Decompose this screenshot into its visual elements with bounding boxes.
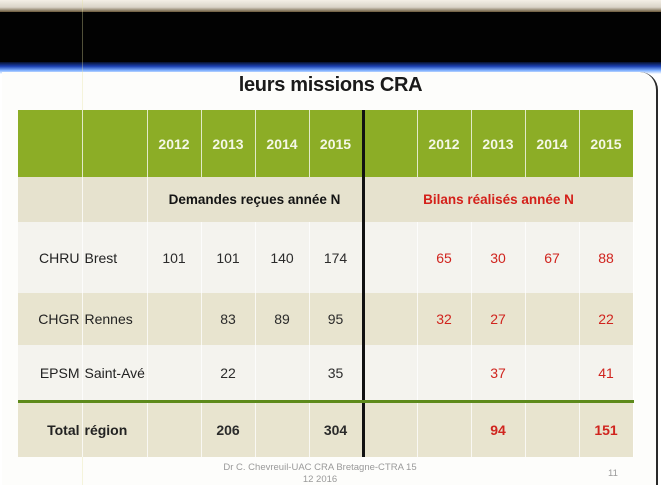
cra-missions-table: 2012 2013 2014 2015 2012 2013 2014 2015 … <box>18 110 634 457</box>
demandes-cell <box>147 293 202 345</box>
total-bilans-cell: 94 <box>471 401 526 457</box>
total-label-a: Total <box>18 401 83 457</box>
demandes-cell: 101 <box>147 222 202 293</box>
blank-cell <box>18 177 83 222</box>
demandes-cell <box>255 345 310 403</box>
bilans-cell: 32 <box>417 293 472 345</box>
table-row: CHRU Brest 101 101 140 174 65 30 67 88 <box>18 222 634 293</box>
slide-header-band <box>0 12 661 68</box>
bilans-cell: 27 <box>471 293 526 345</box>
total-bilans-cell: 151 <box>579 401 634 457</box>
total-demandes-cell: 206 <box>201 401 256 457</box>
year-header: 2013 <box>471 110 526 177</box>
bilans-cell: 67 <box>525 222 580 293</box>
page-number: 11 <box>608 468 618 479</box>
blank-cell <box>82 177 148 222</box>
demandes-cell: 95 <box>309 293 365 345</box>
row-label-b: Brest <box>82 222 148 293</box>
bilans-cell: 37 <box>471 345 526 403</box>
demandes-cell: 140 <box>255 222 310 293</box>
year-header-row: 2012 2013 2014 2015 2012 2013 2014 2015 <box>18 110 634 177</box>
scan-top-edge <box>0 0 661 12</box>
table-row: CHGR Rennes 83 89 95 32 27 22 <box>18 293 634 345</box>
total-row: Total région 206 304 94 151 <box>18 401 634 457</box>
bilans-cell <box>525 293 580 345</box>
demandes-cell: 101 <box>201 222 256 293</box>
row-label-b: Saint-Avé <box>82 345 148 403</box>
header-blank <box>363 110 418 177</box>
blank-cell <box>363 345 418 403</box>
total-demandes-cell <box>147 401 202 457</box>
total-bilans-cell <box>525 401 580 457</box>
row-label-a: CHRU <box>18 222 83 293</box>
bilans-cell: 22 <box>579 293 634 345</box>
year-header: 2012 <box>417 110 472 177</box>
section-demandes: Demandes reçues année N <box>147 177 365 222</box>
year-header: 2014 <box>255 110 310 177</box>
bilans-cell: 65 <box>417 222 472 293</box>
table-row: EPSM Saint-Avé 22 35 37 41 <box>18 345 634 403</box>
bilans-cell <box>417 345 472 403</box>
bilans-cell <box>525 345 580 403</box>
section-bilans: Bilans réalisés année N <box>363 177 634 222</box>
row-label-a: CHGR <box>18 293 83 345</box>
blank-cell <box>363 222 418 293</box>
blank-cell <box>363 401 418 457</box>
row-label-a: EPSM <box>18 345 83 403</box>
demandes-cell: 89 <box>255 293 310 345</box>
bilans-cell: 88 <box>579 222 634 293</box>
header-blank <box>82 110 148 177</box>
demandes-cell: 83 <box>201 293 256 345</box>
year-header: 2015 <box>309 110 365 177</box>
year-header: 2012 <box>147 110 202 177</box>
slide-title: leurs missions CRA <box>238 74 423 96</box>
blank-cell <box>363 293 418 345</box>
bilans-cell: 30 <box>471 222 526 293</box>
demandes-cell <box>147 345 202 403</box>
year-header: 2014 <box>525 110 580 177</box>
row-label-b: Rennes <box>82 293 148 345</box>
slide-footer: Dr C. Chevreuil-UAC CRA Bretagne-CTRA 15… <box>200 462 440 486</box>
footer-date: 12 2016 <box>302 474 338 485</box>
scan-color-fringe <box>0 62 661 74</box>
section-header-row: Demandes reçues année N Bilans réalisés … <box>18 177 634 222</box>
total-bilans-cell <box>417 401 472 457</box>
demandes-cell: 174 <box>309 222 365 293</box>
bilans-cell: 41 <box>579 345 634 403</box>
total-label-b: région <box>82 401 148 457</box>
year-header: 2013 <box>201 110 256 177</box>
total-demandes-cell: 304 <box>309 401 365 457</box>
total-demandes-cell <box>255 401 310 457</box>
demandes-cell: 35 <box>309 345 365 403</box>
header-blank <box>18 110 83 177</box>
demandes-cell: 22 <box>201 345 256 403</box>
footer-author: Dr C. Chevreuil-UAC CRA Bretagne-CTRA 15 <box>223 462 417 473</box>
year-header: 2015 <box>579 110 634 177</box>
